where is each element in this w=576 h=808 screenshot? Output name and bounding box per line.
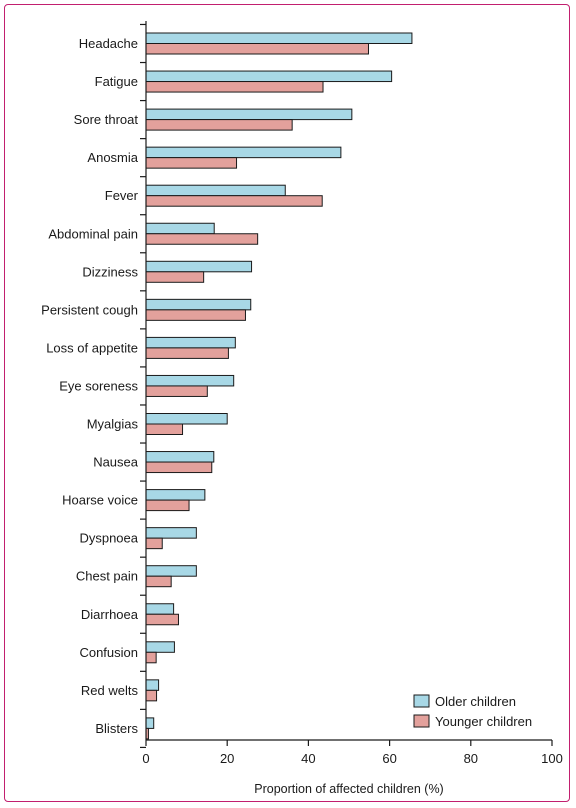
bar-younger-children-eye-soreness — [145, 385, 208, 397]
category-labels: Headache Fatigue Sore throat Anosmia Fever Ab… — [41, 36, 139, 736]
category-label-nausea: Nausea — [93, 455, 139, 470]
bar-younger-children-chest-pain — [145, 575, 172, 588]
bar-younger-children-dizziness — [145, 271, 205, 283]
bar-younger-children-sore-throat — [145, 119, 293, 131]
bar-older-children-sore-throat — [145, 108, 353, 121]
bar-younger-children-loss-of-appetite — [145, 347, 229, 359]
category-label-fever: Fever — [105, 188, 139, 203]
category-label-anosmia: Anosmia — [87, 150, 138, 165]
bar-older-children-fatigue — [145, 70, 393, 83]
category-label-confusion: Confusion — [79, 645, 138, 660]
x-tick-label: 0 — [142, 751, 149, 766]
bar-younger-children-persistent-cough — [145, 309, 246, 321]
x-tick-label: 60 — [382, 751, 396, 766]
bar-younger-children-dyspnoea — [145, 537, 163, 550]
bar-younger-children-myalgias — [145, 423, 184, 435]
category-label-dizziness: Dizziness — [82, 264, 138, 279]
category-label-headache: Headache — [79, 36, 138, 51]
legend: Older children Younger children — [413, 694, 532, 729]
bar-older-children-loss-of-appetite — [145, 336, 236, 349]
category-label-red-welts: Red welts — [81, 683, 139, 698]
bar-older-children-fever — [145, 184, 286, 197]
bar-younger-children-abdominal-pain — [145, 233, 259, 245]
bar-younger-children-red-welts — [145, 689, 158, 702]
legend-label-older-children: Older children — [435, 694, 516, 709]
bar-older-children-chest-pain — [145, 565, 197, 577]
bar-older-children-diarrhoea — [145, 603, 175, 615]
category-label-hoarse-voice: Hoarse voice — [62, 493, 138, 508]
bar-older-children-headache — [145, 32, 413, 44]
bar-older-children-myalgias — [145, 413, 228, 425]
bar-older-children-blisters — [145, 717, 155, 729]
x-tick-label: 40 — [301, 751, 315, 766]
x-ticks: 0 20 40 60 80 100 — [142, 740, 563, 766]
category-label-eye-soreness: Eye soreness — [59, 378, 138, 393]
bar-older-children-eye-soreness — [145, 374, 235, 387]
x-tick-label: 100 — [541, 751, 563, 766]
bar-older-children-dyspnoea — [145, 527, 197, 539]
bar-younger-children-headache — [145, 43, 369, 55]
x-tick-label: 80 — [464, 751, 478, 766]
bar-younger-children-confusion — [145, 651, 157, 664]
bar-younger-children-anosmia — [145, 157, 238, 169]
category-label-blisters: Blisters — [95, 721, 138, 736]
axes-layer — [140, 21, 552, 749]
bar-older-children-dizziness — [145, 260, 253, 273]
bar-younger-children-diarrhoea — [145, 613, 179, 626]
bar-younger-children-fever — [145, 195, 323, 207]
chart-frame — [4, 4, 570, 802]
bar-older-children-persistent-cough — [145, 298, 252, 311]
bar-older-children-confusion — [145, 641, 175, 653]
bar-older-children-nausea — [145, 451, 215, 463]
bar-older-children-red-welts — [145, 679, 160, 691]
category-label-persistent-cough: Persistent cough — [41, 302, 138, 317]
bar-younger-children-hoarse-voice — [145, 499, 190, 512]
bar-older-children-abdominal-pain — [145, 222, 215, 235]
category-label-dyspnoea: Dyspnoea — [79, 531, 138, 546]
bar-older-children-hoarse-voice — [145, 489, 206, 501]
category-label-abdominal-pain: Abdominal pain — [48, 226, 138, 241]
legend-swatch-older-children — [413, 694, 430, 708]
category-label-fatigue: Fatigue — [95, 74, 138, 89]
category-label-sore-throat: Sore throat — [74, 112, 139, 127]
legend-label-younger-children: Younger children — [435, 714, 532, 729]
bar-older-children-anosmia — [145, 146, 342, 159]
bar-younger-children-nausea — [145, 461, 213, 474]
category-label-diarrhoea: Diarrhoea — [81, 607, 139, 622]
bar-younger-children-fatigue — [145, 81, 324, 93]
category-label-myalgias: Myalgias — [87, 417, 139, 432]
category-label-loss-of-appetite: Loss of appetite — [46, 340, 138, 355]
x-axis-title: Proportion of affected children (%) — [254, 782, 443, 796]
category-label-chest-pain: Chest pain — [76, 569, 138, 584]
x-tick-label: 20 — [220, 751, 234, 766]
legend-swatch-younger-children — [413, 714, 430, 728]
bars-layer — [145, 32, 413, 740]
